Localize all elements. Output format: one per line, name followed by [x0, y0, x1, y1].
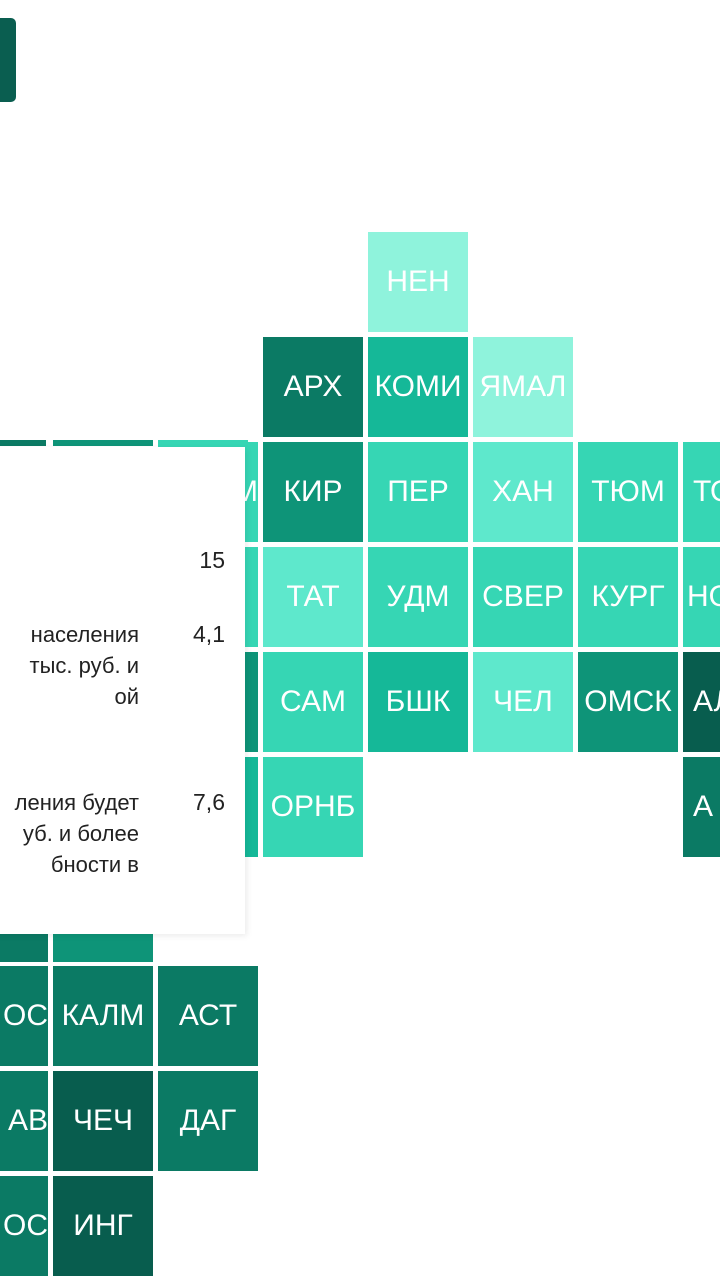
region-tile-tum[interactable]: ТЮМ: [578, 442, 678, 542]
region-tile-yamal[interactable]: ЯМАЛ: [473, 337, 573, 437]
region-tile-per[interactable]: ПЕР: [368, 442, 468, 542]
region-tile-av[interactable]: АВ: [0, 1071, 48, 1171]
region-label: КУРГ: [591, 580, 665, 613]
region-tile-ast[interactable]: АСТ: [158, 966, 258, 1066]
corner-badge: [0, 18, 16, 102]
region-info-popup: 15 населения тыс. руб. и ой 4,1 ления бу…: [0, 447, 245, 934]
region-label: АВ: [7, 1104, 48, 1137]
region-label: ТАТ: [286, 580, 340, 613]
region-label: ОС: [3, 1209, 48, 1242]
region-tile-os2[interactable]: ОС: [0, 1176, 48, 1276]
region-label: ОРНБ: [270, 790, 356, 823]
region-label: АЛ: [693, 685, 720, 718]
popup-row-value: 7,6: [193, 789, 225, 815]
popup-row-value: 4,1: [193, 621, 225, 647]
region-tile-ing[interactable]: ИНГ: [53, 1176, 153, 1276]
region-tile-tat[interactable]: ТАТ: [263, 547, 363, 647]
region-tile-komi[interactable]: КОМИ: [368, 337, 468, 437]
region-tile-sver[interactable]: СВЕР: [473, 547, 573, 647]
region-tile-no[interactable]: НО: [683, 547, 720, 647]
region-tile-kir[interactable]: КИР: [263, 442, 363, 542]
region-label: КОМИ: [374, 370, 462, 403]
region-tile-arh[interactable]: АРХ: [263, 337, 363, 437]
region-label: НЕН: [386, 265, 450, 298]
popup-row-value: 15: [199, 547, 225, 573]
region-label: КИР: [283, 475, 343, 508]
region-label: А: [693, 790, 714, 823]
tile-edge-strip: [53, 440, 153, 446]
region-label: АРХ: [283, 370, 343, 403]
region-tile-udm[interactable]: УДМ: [368, 547, 468, 647]
region-tile-nen[interactable]: НЕН: [368, 232, 468, 332]
region-label: АСТ: [178, 999, 238, 1032]
region-tile-chech[interactable]: ЧЕЧ: [53, 1071, 153, 1171]
region-label: ИНГ: [73, 1209, 133, 1242]
region-tile-a[interactable]: А: [683, 757, 720, 857]
region-tile-ornb[interactable]: ОРНБ: [263, 757, 363, 857]
region-label: САМ: [279, 685, 346, 718]
region-tile-han[interactable]: ХАН: [473, 442, 573, 542]
region-label: СВЕР: [482, 580, 564, 613]
region-tile-sam[interactable]: САМ: [263, 652, 363, 752]
region-label: ПЕР: [387, 475, 449, 508]
region-tile-dag[interactable]: ДАГ: [158, 1071, 258, 1171]
region-label: ОМСК: [584, 685, 672, 718]
region-tile-omsk[interactable]: ОМСК: [578, 652, 678, 752]
region-label: ЯМАЛ: [479, 370, 567, 403]
region-tile-bshk[interactable]: БШК: [368, 652, 468, 752]
region-label: ТЮМ: [591, 475, 665, 508]
popup-row-text: ления будет уб. и более бности в: [14, 790, 139, 877]
region-label: ДАГ: [179, 1104, 237, 1137]
region-tile-chel[interactable]: ЧЕЛ: [473, 652, 573, 752]
region-tile-os[interactable]: ОС: [0, 966, 48, 1066]
region-label: КАЛМ: [61, 999, 145, 1032]
region-label: ХАН: [492, 475, 554, 508]
region-label: ОС: [3, 999, 48, 1032]
region-label: БШК: [385, 685, 451, 718]
region-label: УДМ: [386, 580, 450, 613]
tile-edge-strip: [0, 440, 46, 446]
region-tile-kalm[interactable]: КАЛМ: [53, 966, 153, 1066]
region-label: ТО: [693, 475, 720, 508]
region-tile-kurg[interactable]: КУРГ: [578, 547, 678, 647]
popup-row-text: населения тыс. руб. и ой: [29, 622, 139, 709]
region-tile-to[interactable]: ТО: [683, 442, 720, 542]
region-tile-al[interactable]: АЛ: [683, 652, 720, 752]
region-label: НО: [687, 580, 720, 613]
region-label: ЧЕЛ: [493, 685, 553, 718]
region-label: ЧЕЧ: [73, 1104, 133, 1137]
